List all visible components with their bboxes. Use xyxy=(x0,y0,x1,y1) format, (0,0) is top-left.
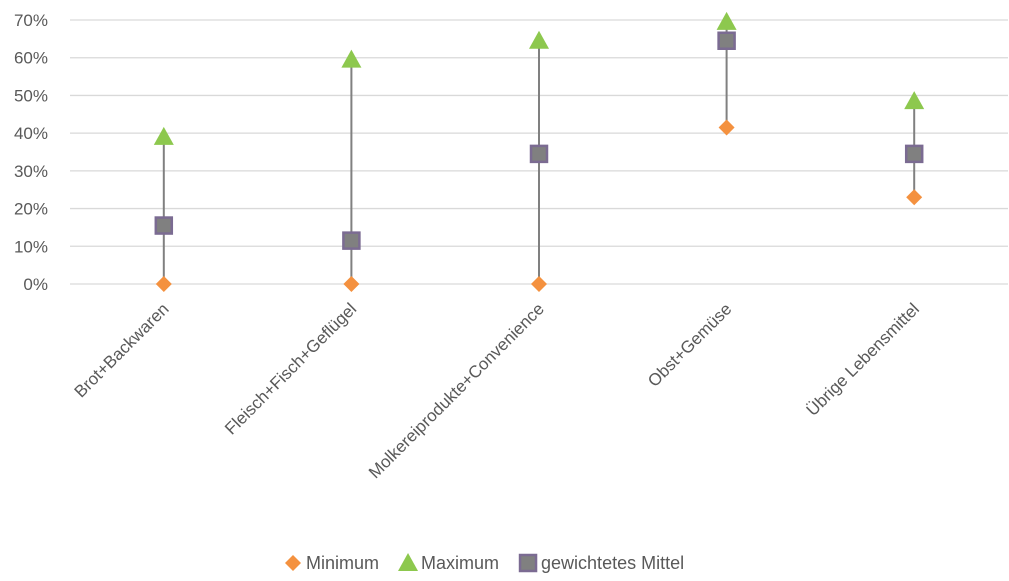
marker-square xyxy=(154,216,174,235)
legend: Minimum Maximum gewichtetes Mittel xyxy=(285,553,684,573)
y-axis-ticks: 0% 10% 20% 30% 40% 50% 60% 70% xyxy=(14,11,48,294)
x-category-label: Molkereiprodukte+Convenience xyxy=(365,299,548,482)
x-category-label: Übrige Lebensmittel xyxy=(803,299,923,419)
marker-square xyxy=(904,144,924,164)
marker-square xyxy=(717,31,736,50)
legend-label: Maximum xyxy=(421,553,499,573)
x-axis-categories: Brot+Backwaren Fleisch+Fisch+Geflügel Molk… xyxy=(71,299,923,482)
marker-triangle xyxy=(716,11,737,30)
data-markers xyxy=(153,11,925,292)
legend-item: gewichtetes Mittel xyxy=(518,553,684,573)
y-tick-label: 20% xyxy=(14,200,48,219)
marker-diamond xyxy=(155,276,172,292)
x-category-label: Obst+Gemüse xyxy=(644,299,735,390)
y-tick-label: 30% xyxy=(14,162,48,181)
x-category-label: Brot+Backwaren xyxy=(71,299,173,401)
marker-diamond xyxy=(343,276,360,292)
y-tick-label: 60% xyxy=(14,49,48,68)
legend-label: Minimum xyxy=(306,553,379,573)
marker-triangle xyxy=(904,91,925,110)
y-tick-label: 40% xyxy=(14,124,48,143)
y-tick-label: 70% xyxy=(14,11,48,30)
legend-triangle-icon xyxy=(398,553,419,571)
legend-label: gewichtetes Mittel xyxy=(541,553,684,573)
legend-square-icon xyxy=(518,553,538,573)
marker-diamond xyxy=(718,119,735,136)
marker-diamond xyxy=(906,189,923,206)
legend-item: Maximum xyxy=(398,553,499,573)
marker-triangle xyxy=(341,49,362,68)
marker-triangle xyxy=(529,30,549,49)
marker-square xyxy=(342,231,361,250)
legend-item: Minimum xyxy=(285,553,379,573)
y-tick-label: 10% xyxy=(14,237,48,256)
marker-diamond xyxy=(531,276,547,292)
marker-triangle xyxy=(153,126,174,145)
legend-diamond-icon xyxy=(285,555,301,571)
x-category-label: Fleisch+Fisch+Geflügel xyxy=(221,299,360,438)
y-tick-label: 50% xyxy=(14,86,48,105)
marker-square xyxy=(529,144,549,164)
y-tick-label: 0% xyxy=(23,275,48,294)
